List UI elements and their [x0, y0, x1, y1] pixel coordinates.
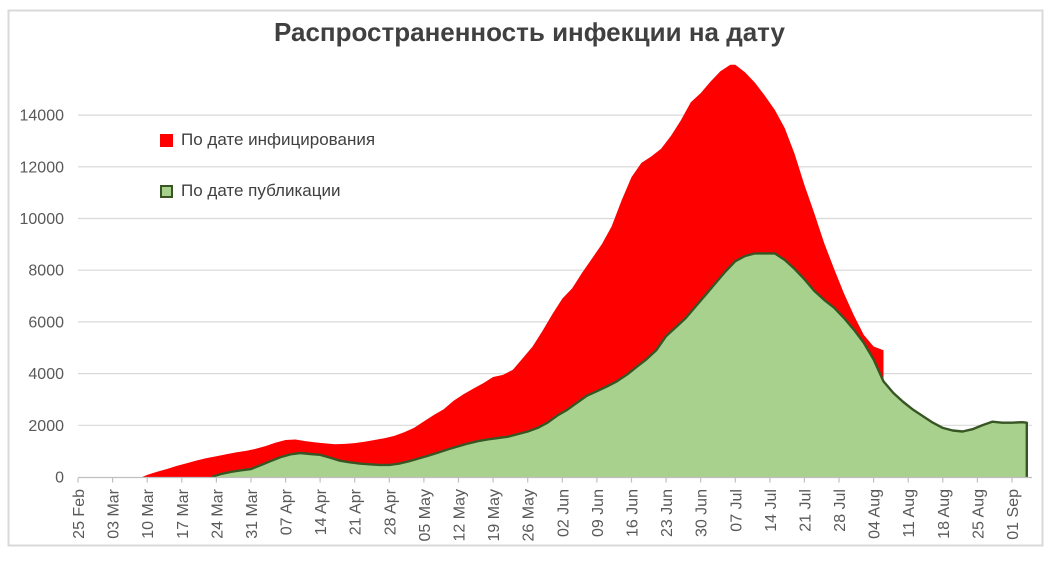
x-tick-label: 19 May — [486, 489, 503, 541]
legend-label-infection-date: По дате инфицирования — [181, 130, 376, 149]
x-tick-label: 25 Aug — [970, 489, 987, 539]
x-tick-label: 04 Aug — [867, 489, 884, 539]
x-tick-label: 03 Mar — [106, 488, 123, 538]
x-tick-label: 05 May — [417, 489, 434, 541]
y-tick-label: 14000 — [20, 108, 65, 125]
x-tick-label: 23 Jun — [659, 489, 676, 537]
x-tick-label: 07 Apr — [279, 488, 296, 535]
legend-item-publication-date: По дате публикации — [160, 180, 375, 202]
x-axis: 25 Feb 03 Mar 10 Mar 17 Mar 24 Mar 31 Mar 07 A… — [71, 476, 1032, 541]
x-tick-label: 11 Aug — [901, 489, 918, 538]
x-tick-label: 24 Mar — [209, 488, 226, 538]
x-tick-label: 16 Jun — [625, 489, 642, 537]
series-area-publication-date — [211, 253, 1027, 477]
x-tick-label: 07 Jul — [728, 489, 745, 532]
y-tick-label: 12000 — [20, 159, 65, 176]
x-tick-label: 18 Aug — [936, 489, 953, 539]
x-tick-label: 09 Jun — [590, 489, 607, 537]
x-tick-label: 02 Jun — [555, 489, 572, 537]
legend-label-publication-date: По дате публикации — [181, 181, 341, 200]
y-tick-label: 2000 — [28, 418, 64, 435]
x-tick-label: 21 Apr — [348, 488, 365, 535]
y-tick-label: 0 — [55, 470, 64, 487]
y-axis-labels: 0 2000 4000 6000 8000 10000 12000 14000 — [20, 108, 65, 487]
legend-swatch-green — [160, 184, 173, 198]
series-outline-publication-date — [211, 252, 1028, 479]
x-tick-label: 28 Apr — [382, 488, 399, 535]
y-tick-label: 8000 — [28, 263, 64, 280]
legend: По дате инфицирования По дате публикации — [160, 129, 375, 231]
x-tick-label: 01 Sep — [1005, 489, 1022, 540]
x-tick-label: 14 Apr — [313, 488, 330, 535]
legend-swatch-red — [160, 133, 173, 147]
legend-item-infection-date: По дате инфицирования — [160, 129, 375, 151]
x-tick-label: 14 Jul — [763, 489, 780, 532]
y-tick-label: 10000 — [20, 211, 65, 228]
x-tick-label: 21 Jul — [797, 489, 814, 532]
x-tick-label: 17 Mar — [175, 488, 192, 538]
x-tick-label: 26 May — [521, 489, 538, 541]
x-tick-label: 31 Mar — [244, 488, 261, 538]
x-tick-label: 28 Jul — [832, 489, 849, 532]
x-tick-label: 12 May — [452, 489, 469, 541]
y-tick-label: 4000 — [28, 366, 64, 383]
x-tick-label: 30 Jun — [694, 489, 711, 537]
y-tick-label: 6000 — [28, 314, 64, 331]
chart-title: Распространенность инфекции на дату — [273, 17, 786, 47]
x-tick-label: 10 Mar — [140, 488, 157, 538]
x-tick-label: 25 Feb — [71, 489, 88, 539]
